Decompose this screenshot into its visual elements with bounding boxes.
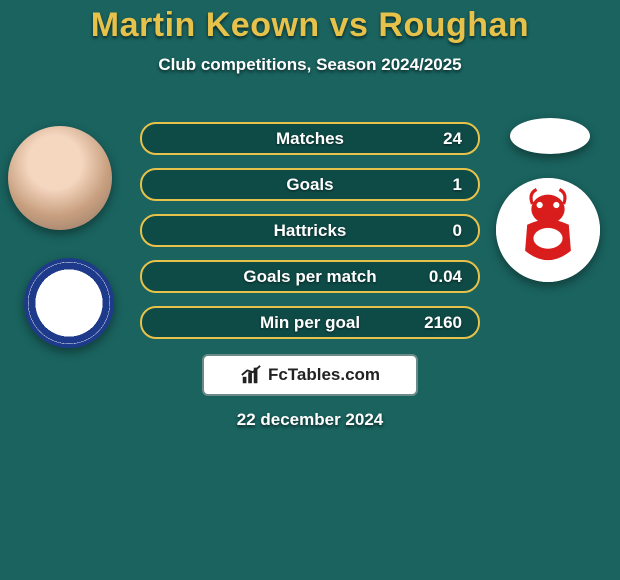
stat-label: Matches [202,129,418,149]
stat-row: Hattricks 0 [140,214,480,247]
stat-label: Goals per match [202,267,418,287]
club-left-badge [24,258,114,348]
stat-row: Min per goal 2160 [140,306,480,339]
stat-row: Goals 1 [140,168,480,201]
player-left-avatar [8,126,112,230]
stat-right-value: 2160 [418,313,462,333]
page-title: Martin Keown vs Roughan [0,0,620,45]
stat-label: Goals [202,175,418,195]
stat-row: Matches 24 [140,122,480,155]
stat-right-value: 0 [418,221,462,241]
stat-label: Hattricks [202,221,418,241]
date-text: 22 december 2024 [0,410,620,430]
stat-row: Goals per match 0.04 [140,260,480,293]
player-right-avatar [510,118,590,154]
stat-right-value: 1 [418,175,462,195]
watermark-text: FcTables.com [268,365,380,385]
stat-right-value: 24 [418,129,462,149]
bar-chart-icon [240,364,262,386]
subtitle: Club competitions, Season 2024/2025 [0,55,620,75]
stat-right-value: 0.04 [418,267,462,287]
club-right-badge [496,178,600,282]
stats-list: Matches 24 Goals 1 Hattricks 0 Goals per… [140,122,480,352]
comparison-card: Martin Keown vs Roughan Club competition… [0,0,620,580]
club-right-logo-icon [496,178,600,282]
stat-label: Min per goal [202,313,418,333]
watermark-badge: FcTables.com [202,354,418,396]
